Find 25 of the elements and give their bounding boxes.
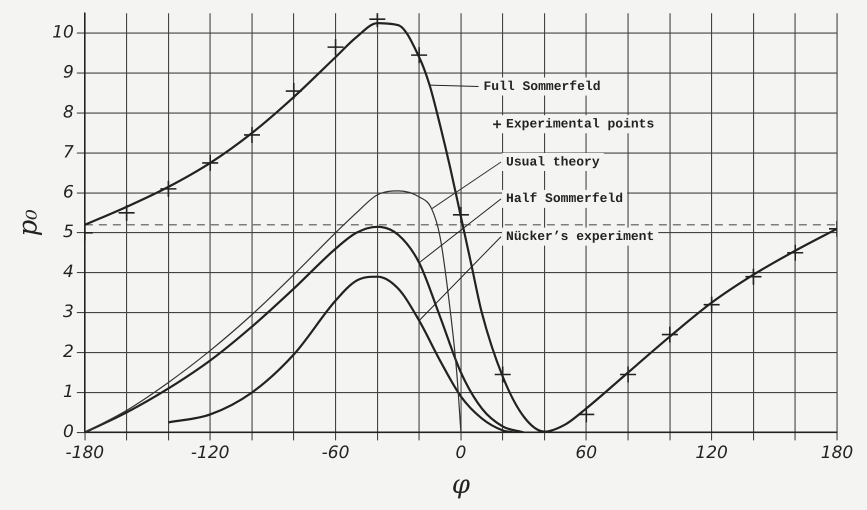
y-tick-label: 2: [63, 342, 74, 362]
x-tick-label: 60: [575, 443, 598, 464]
y-tick-label: 8: [63, 102, 74, 122]
legend-label: Full Sommerfeld: [483, 78, 601, 94]
x-tick-label: 120: [695, 443, 728, 464]
x-tick-label: -60: [322, 443, 350, 464]
text: Half Sommerfeld: [506, 191, 624, 206]
x-tick-label: -120: [190, 443, 230, 464]
y-tick-label: 5: [63, 222, 74, 242]
legend-label: Experimental points: [506, 116, 654, 132]
x-tick-label: 180: [820, 443, 854, 464]
y-tick-label: 9: [63, 62, 74, 83]
text: Usual theory: [506, 154, 600, 170]
y-tick-label: 3: [63, 302, 74, 322]
y-tick-label: 6: [63, 182, 74, 202]
y-tick-label: 0: [63, 422, 74, 442]
y-axis-title: p₀: [13, 208, 44, 236]
x-tick-label: 0: [456, 443, 466, 464]
y-tick-label: 4: [63, 262, 74, 282]
x-tick-label: -180: [66, 443, 104, 464]
text: Nücker’s experiment: [506, 228, 654, 244]
y-tick-label: 7: [63, 142, 74, 162]
y-tick-label: 1: [63, 382, 74, 402]
x-axis-title: φ: [452, 470, 471, 500]
y-tick-label: 10: [52, 22, 74, 43]
